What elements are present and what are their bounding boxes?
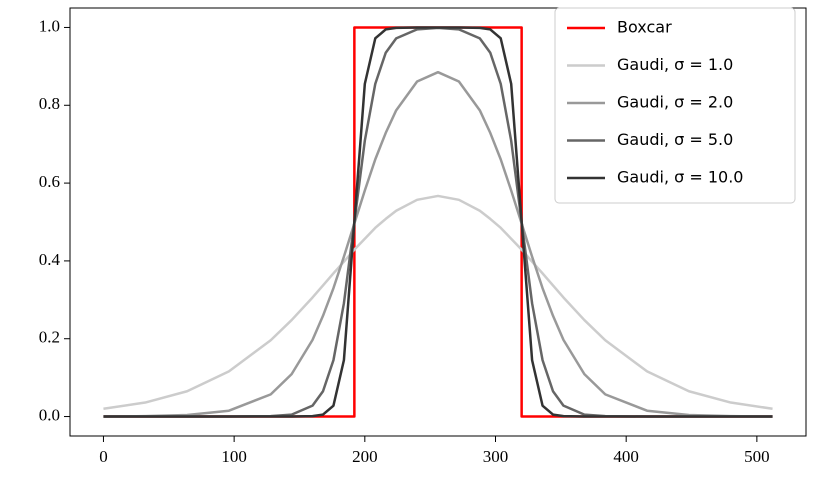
- legend-box: [554, 7, 796, 204]
- legend-label: Gaudi, σ = 2.0: [617, 93, 733, 112]
- legend-label: Gaudi, σ = 5.0: [617, 130, 733, 149]
- y-tick-label: 0.4: [39, 250, 61, 269]
- series-line: [103, 194, 773, 411]
- legend-label: Gaudi, σ = 10.0: [617, 168, 743, 187]
- x-tick-label: 0: [99, 447, 108, 466]
- x-tick-label: 200: [352, 447, 378, 466]
- y-tick-label: 0.0: [39, 405, 60, 424]
- series-line: [103, 70, 773, 418]
- y-tick-label: 0.6: [39, 172, 60, 191]
- series-line: [103, 26, 773, 418]
- legend-label: Boxcar: [617, 18, 672, 37]
- legend: Boxcar Gaudi, σ = 1.0 Gaudi, σ = 2.0 Gaudi,…: [554, 7, 796, 204]
- y-tick-label: 1.0: [39, 16, 60, 35]
- legend-label: Gaudi, σ = 1.0: [617, 55, 733, 74]
- x-tick-label: 300: [483, 447, 509, 466]
- plot-frame: [69, 7, 807, 437]
- x-tick-label: 500: [744, 447, 770, 466]
- y-tick-label: 0.2: [39, 328, 60, 347]
- x-tick-label: 400: [613, 447, 639, 466]
- x-tick-label: 100: [221, 447, 247, 466]
- y-tick-label: 0.8: [39, 94, 60, 113]
